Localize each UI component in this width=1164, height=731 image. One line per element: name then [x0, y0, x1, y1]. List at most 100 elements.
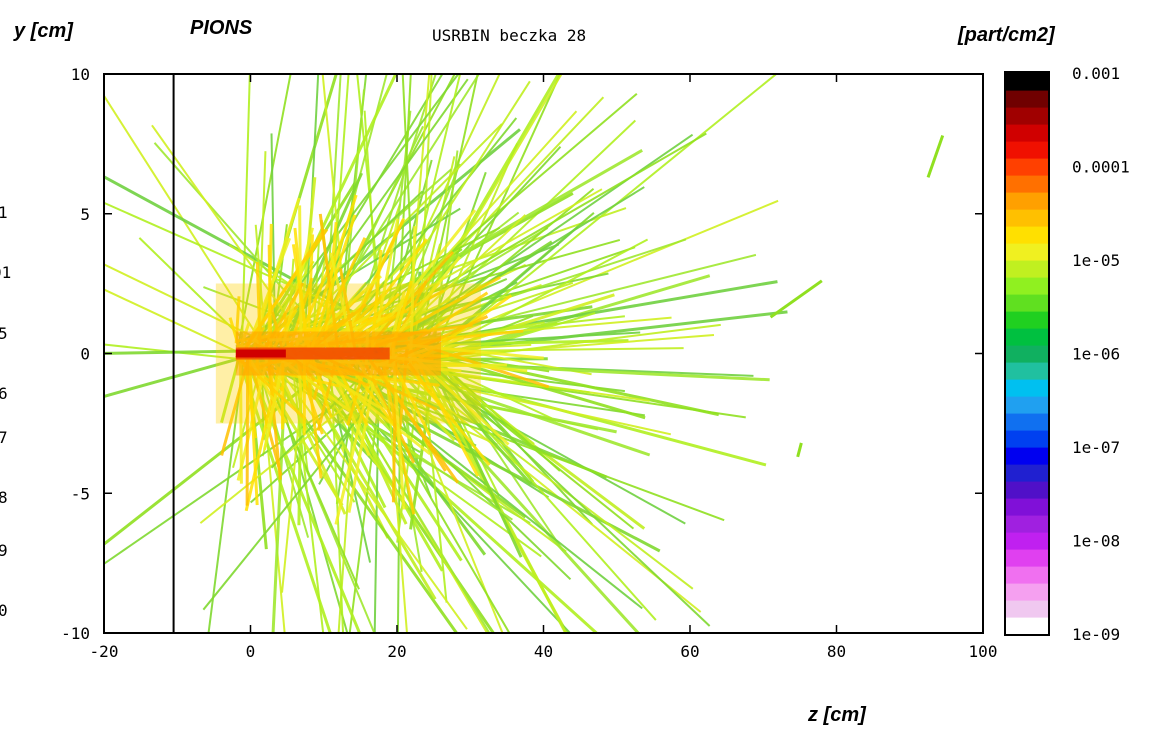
- track: [421, 360, 568, 633]
- y-tick-label: -10: [61, 624, 90, 643]
- colorbar-segment: [1006, 192, 1048, 210]
- track: [252, 197, 301, 343]
- colorbar-segment: [1006, 583, 1048, 601]
- track: [237, 74, 292, 347]
- track: [295, 358, 390, 539]
- x-axis-label: z [cm]: [808, 704, 866, 726]
- colorbar-segment: [1006, 464, 1048, 482]
- colorbar-frame: [1004, 71, 1050, 636]
- colorbar-segment: [1006, 209, 1048, 227]
- colorbar-segment: [1006, 90, 1048, 108]
- track: [439, 74, 778, 349]
- colorbar-segment: [1006, 549, 1048, 567]
- track: [267, 223, 273, 349]
- track: [317, 355, 444, 572]
- track: [926, 134, 945, 178]
- colorbar-segment: [1006, 124, 1048, 142]
- colorbar-segment: [1006, 617, 1048, 635]
- colorbar-tick-label: 1e-06: [1072, 345, 1120, 364]
- colorbar-segment: [1006, 107, 1048, 125]
- track: [796, 442, 803, 458]
- x-tick-label: 80: [827, 642, 846, 661]
- colorbar-tick-label: 1e-07: [1072, 438, 1120, 457]
- track: [278, 172, 363, 358]
- track: [263, 74, 398, 350]
- track: [104, 345, 284, 398]
- track: [245, 356, 250, 506]
- x-axis-ticks: -20 0 20 40 60 80 100: [90, 74, 998, 661]
- x-tick-label: 60: [680, 642, 699, 661]
- left-edge-fragment: 7: [0, 428, 8, 447]
- colorbar-segment: [1006, 243, 1048, 261]
- y-tick-label: 5: [80, 205, 90, 224]
- colorbar-segment: [1006, 430, 1048, 448]
- colorbar-segment: [1006, 328, 1048, 346]
- left-edge-fragment: 5: [0, 324, 8, 343]
- track: [769, 279, 823, 319]
- track: [425, 354, 523, 558]
- x-tick-label: 20: [387, 642, 406, 661]
- track: [104, 288, 249, 358]
- colorbar-tick-label: 0.001: [1072, 64, 1120, 83]
- track: [318, 213, 340, 349]
- colorbar-segment: [1006, 600, 1048, 618]
- y-tick-label: 10: [71, 65, 90, 84]
- colorbar-segment: [1006, 481, 1048, 499]
- y-tick-label: -5: [71, 484, 90, 503]
- colorbar-tick-label: 1e-09: [1072, 625, 1120, 644]
- x-tick-label: 0: [246, 642, 256, 661]
- track: [292, 359, 437, 600]
- track: [323, 74, 342, 351]
- colorbar-segment: [1006, 396, 1048, 414]
- colorbar-tick-label: 0.0001: [1072, 158, 1130, 177]
- left-edge-fragment: 01: [0, 263, 12, 282]
- track: [416, 293, 615, 359]
- colorbar-segment: [1006, 175, 1048, 193]
- track: [240, 74, 251, 357]
- x-tick-label: 100: [969, 642, 998, 661]
- hotspot-core: [215, 283, 481, 424]
- track: [346, 367, 366, 426]
- colorbar-segment: [1006, 141, 1048, 159]
- colorbar-segment: [1006, 566, 1048, 584]
- colorbar-ticks: 0.001 0.0001 1e-05 1e-06 1e-07 1e-08 1e-09: [1072, 64, 1130, 644]
- x-tick-label: 40: [534, 642, 553, 661]
- track: [383, 214, 527, 349]
- track: [259, 361, 360, 590]
- colorbar-segment: [1006, 498, 1048, 516]
- track: [360, 80, 531, 345]
- left-edge-fragment: 0: [0, 601, 8, 620]
- track: [392, 363, 504, 633]
- track: [207, 354, 246, 633]
- track: [327, 364, 491, 633]
- colorbar-segment: [1006, 413, 1048, 431]
- y-axis-label: y [cm]: [14, 20, 73, 42]
- colorbar: [1006, 73, 1048, 635]
- left-edge-fragment: 9: [0, 541, 8, 560]
- y-tick-label: 0: [80, 345, 90, 364]
- track: [352, 363, 511, 633]
- track: [407, 341, 711, 627]
- colorbar-segment: [1006, 294, 1048, 312]
- track: [348, 359, 385, 633]
- colorbar-segment: [1006, 277, 1048, 295]
- colorbar-segment: [1006, 362, 1048, 380]
- track: [153, 142, 337, 350]
- track: [104, 93, 267, 350]
- colorbar-segment: [1006, 345, 1048, 363]
- left-edge-fragment: 6: [0, 384, 8, 403]
- colorbar-segment: [1006, 379, 1048, 397]
- track: [248, 74, 338, 364]
- track: [383, 342, 408, 633]
- colorbar-segment: [1006, 447, 1048, 465]
- colorbar-tick-label: 1e-05: [1072, 251, 1120, 270]
- y-axis-ticks: 10 5 0 -5 -10: [61, 65, 983, 643]
- track: [399, 187, 595, 352]
- left-edge-fragment: 8: [0, 488, 8, 507]
- particle-label: PIONS: [190, 17, 253, 39]
- colorbar-segment: [1006, 158, 1048, 176]
- colorbar-segment: [1006, 532, 1048, 550]
- track: [104, 263, 295, 358]
- track: [327, 74, 350, 346]
